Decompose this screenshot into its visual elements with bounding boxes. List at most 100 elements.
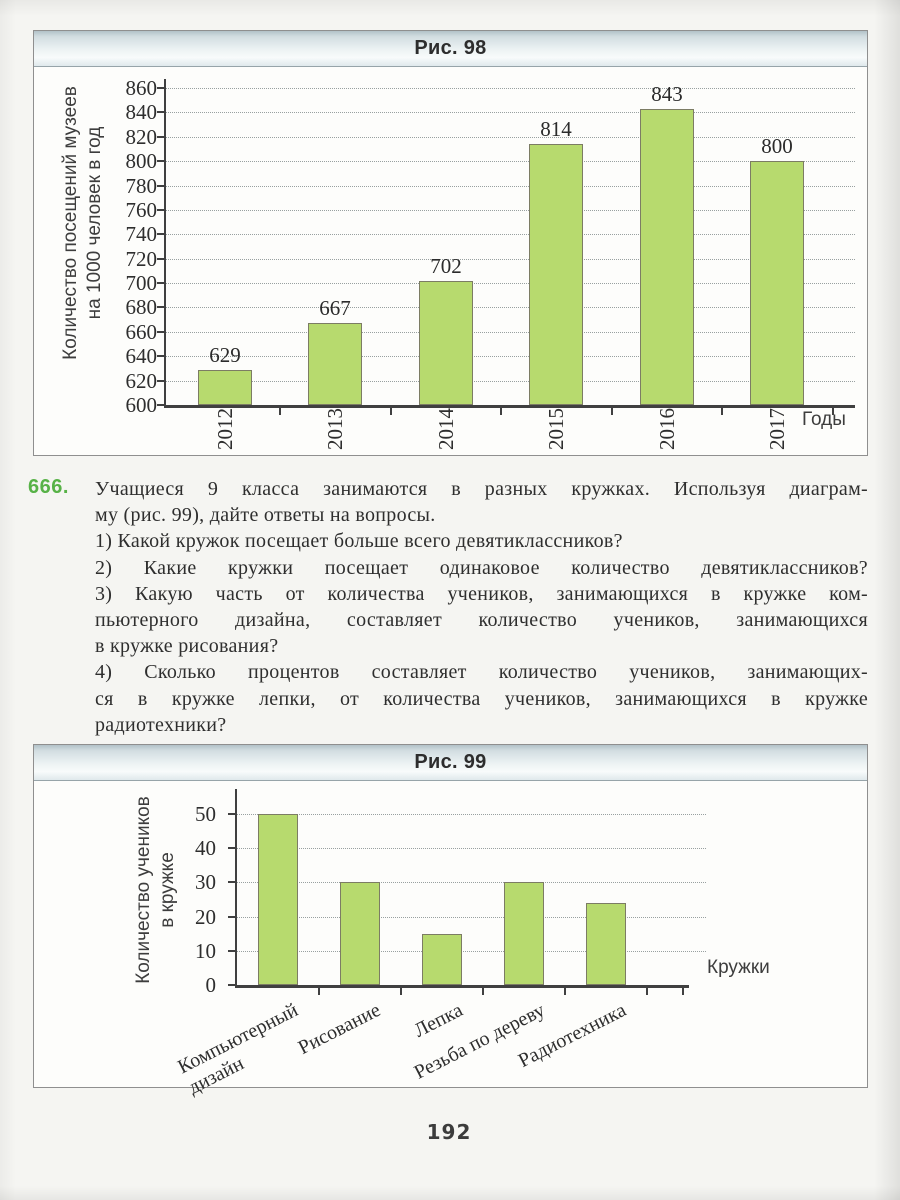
y-axis-line	[235, 789, 237, 988]
bar	[308, 323, 362, 405]
page-edge-shadow-bottom	[0, 1186, 900, 1200]
exercise-text-line: радиотехники?	[95, 713, 227, 736]
x-axis-tick	[831, 408, 834, 415]
y-axis-tick	[157, 257, 166, 260]
y-axis-tick	[157, 184, 166, 187]
figure-99-panel: Рис. 99 0 10 20 30 40 50 Компьютерный дизайн Рис…	[33, 744, 868, 1099]
x-axis-tick	[389, 408, 392, 415]
y-axis-tick	[157, 111, 166, 114]
gridline	[166, 185, 855, 187]
y-axis-tick	[157, 282, 166, 285]
y-tick-label: 640	[125, 344, 158, 369]
x-tick-label: 2012	[213, 408, 237, 450]
gridline	[166, 380, 855, 382]
bar	[340, 882, 380, 985]
y-axis-tick	[157, 135, 166, 138]
x-axis-title: Кружки	[707, 957, 770, 978]
x-axis-tick	[400, 988, 402, 995]
gridline	[166, 234, 855, 236]
x-axis-tick	[564, 988, 566, 995]
x-tick-label: 2015	[544, 408, 568, 450]
exercise-text-line: 1) Какой кружок посещает больше всего де…	[95, 530, 623, 553]
gridline	[237, 950, 706, 952]
gridline	[166, 209, 855, 211]
y-axis-tick	[228, 984, 237, 986]
exercise-text-line: 3) Какую часть от количества учеников, з…	[95, 582, 868, 605]
y-tick-label: 10	[195, 938, 216, 963]
gridline	[166, 307, 855, 309]
gridline	[166, 112, 855, 114]
x-tick-label: 2013	[323, 408, 347, 450]
bar	[504, 882, 544, 985]
bar-value-label: 629	[209, 342, 241, 367]
x-axis-tick	[279, 408, 281, 415]
bar	[640, 108, 694, 405]
y-axis-title: Количество учеников в кружке	[133, 796, 178, 984]
y-tick-label: 680	[125, 295, 158, 320]
figure-98-panel: Рис. 98 600 620 640 660 680 700 720 740 760 780 80…	[33, 30, 868, 456]
x-axis-line	[235, 985, 689, 988]
page-number: 192	[426, 1120, 472, 1144]
bar	[198, 369, 252, 405]
y-axis-tick	[157, 87, 166, 89]
gridline	[166, 161, 855, 163]
x-tick-label: 2017	[765, 408, 789, 450]
bar-value-label: 667	[319, 296, 351, 321]
x-axis-tick	[482, 988, 484, 995]
y-tick-label: 720	[125, 246, 158, 271]
y-axis-tick	[157, 379, 166, 382]
y-axis-tick	[157, 355, 166, 358]
gridline	[237, 814, 706, 815]
y-tick-label: 20	[195, 904, 216, 929]
x-axis-tick	[721, 408, 723, 415]
bar	[419, 280, 473, 405]
exercise-text-line: му (рис. 99), дайте ответы на вопросы.	[95, 504, 436, 527]
y-axis-tick	[228, 847, 237, 850]
y-tick-label: 40	[195, 836, 216, 861]
gridline	[166, 283, 855, 285]
bar	[586, 902, 626, 985]
y-axis-tick	[157, 330, 166, 333]
gridline	[166, 258, 855, 260]
bar-value-label: 814	[540, 117, 572, 142]
page-edge-shadow-top	[0, 0, 900, 16]
y-tick-label: 660	[125, 319, 158, 344]
x-axis-tick	[682, 988, 684, 995]
y-tick-label: 760	[125, 197, 158, 222]
y-tick-label: 620	[125, 368, 158, 393]
x-axis-tick	[318, 988, 320, 995]
exercise-text-block: Учащиеся 9 класса занимаются в разных кр…	[95, 476, 868, 738]
bar	[750, 161, 804, 405]
y-axis-tick	[157, 208, 166, 211]
x-axis-tick	[610, 408, 613, 415]
bar-value-label: 702	[430, 253, 462, 278]
exercise-text-line: 4) Сколько процентов составляет количест…	[95, 661, 868, 684]
y-tick-label: 820	[125, 124, 158, 149]
exercise-number: 666.	[28, 476, 69, 498]
exercise-text-line: пьютерного дизайна, составляет количеств…	[95, 608, 868, 631]
y-axis-tick	[228, 813, 237, 815]
gridline	[237, 848, 706, 850]
y-axis-tick	[228, 881, 237, 884]
exercise-text-line: в кружке рисования?	[95, 635, 279, 658]
y-tick-label: 840	[125, 100, 158, 125]
x-tick-label: Лепка	[410, 999, 466, 1042]
y-axis-tick	[157, 160, 166, 163]
y-tick-label: 700	[125, 271, 158, 296]
y-axis-tick	[228, 915, 237, 918]
page-edge-shadow-left	[0, 0, 16, 1200]
y-tick-label: 30	[195, 870, 216, 895]
y-tick-label: 600	[125, 393, 158, 417]
y-axis-tick	[157, 233, 166, 236]
x-axis-tick	[646, 988, 648, 995]
exercise-text-line: Учащиеся 9 класса занимаются в разных кр…	[95, 478, 868, 500]
exercise-text-line: 2) Какие кружки посещает одинаковое коли…	[95, 556, 868, 579]
gridline	[237, 916, 706, 918]
x-tick-label: Рисование	[294, 999, 384, 1060]
bar-value-label: 800	[761, 134, 793, 159]
figure-98-title: Рис. 98	[414, 37, 487, 59]
x-tick-label: Компьютерный дизайн	[174, 999, 302, 1099]
y-axis-line	[164, 79, 166, 408]
y-axis-tick	[157, 404, 166, 406]
